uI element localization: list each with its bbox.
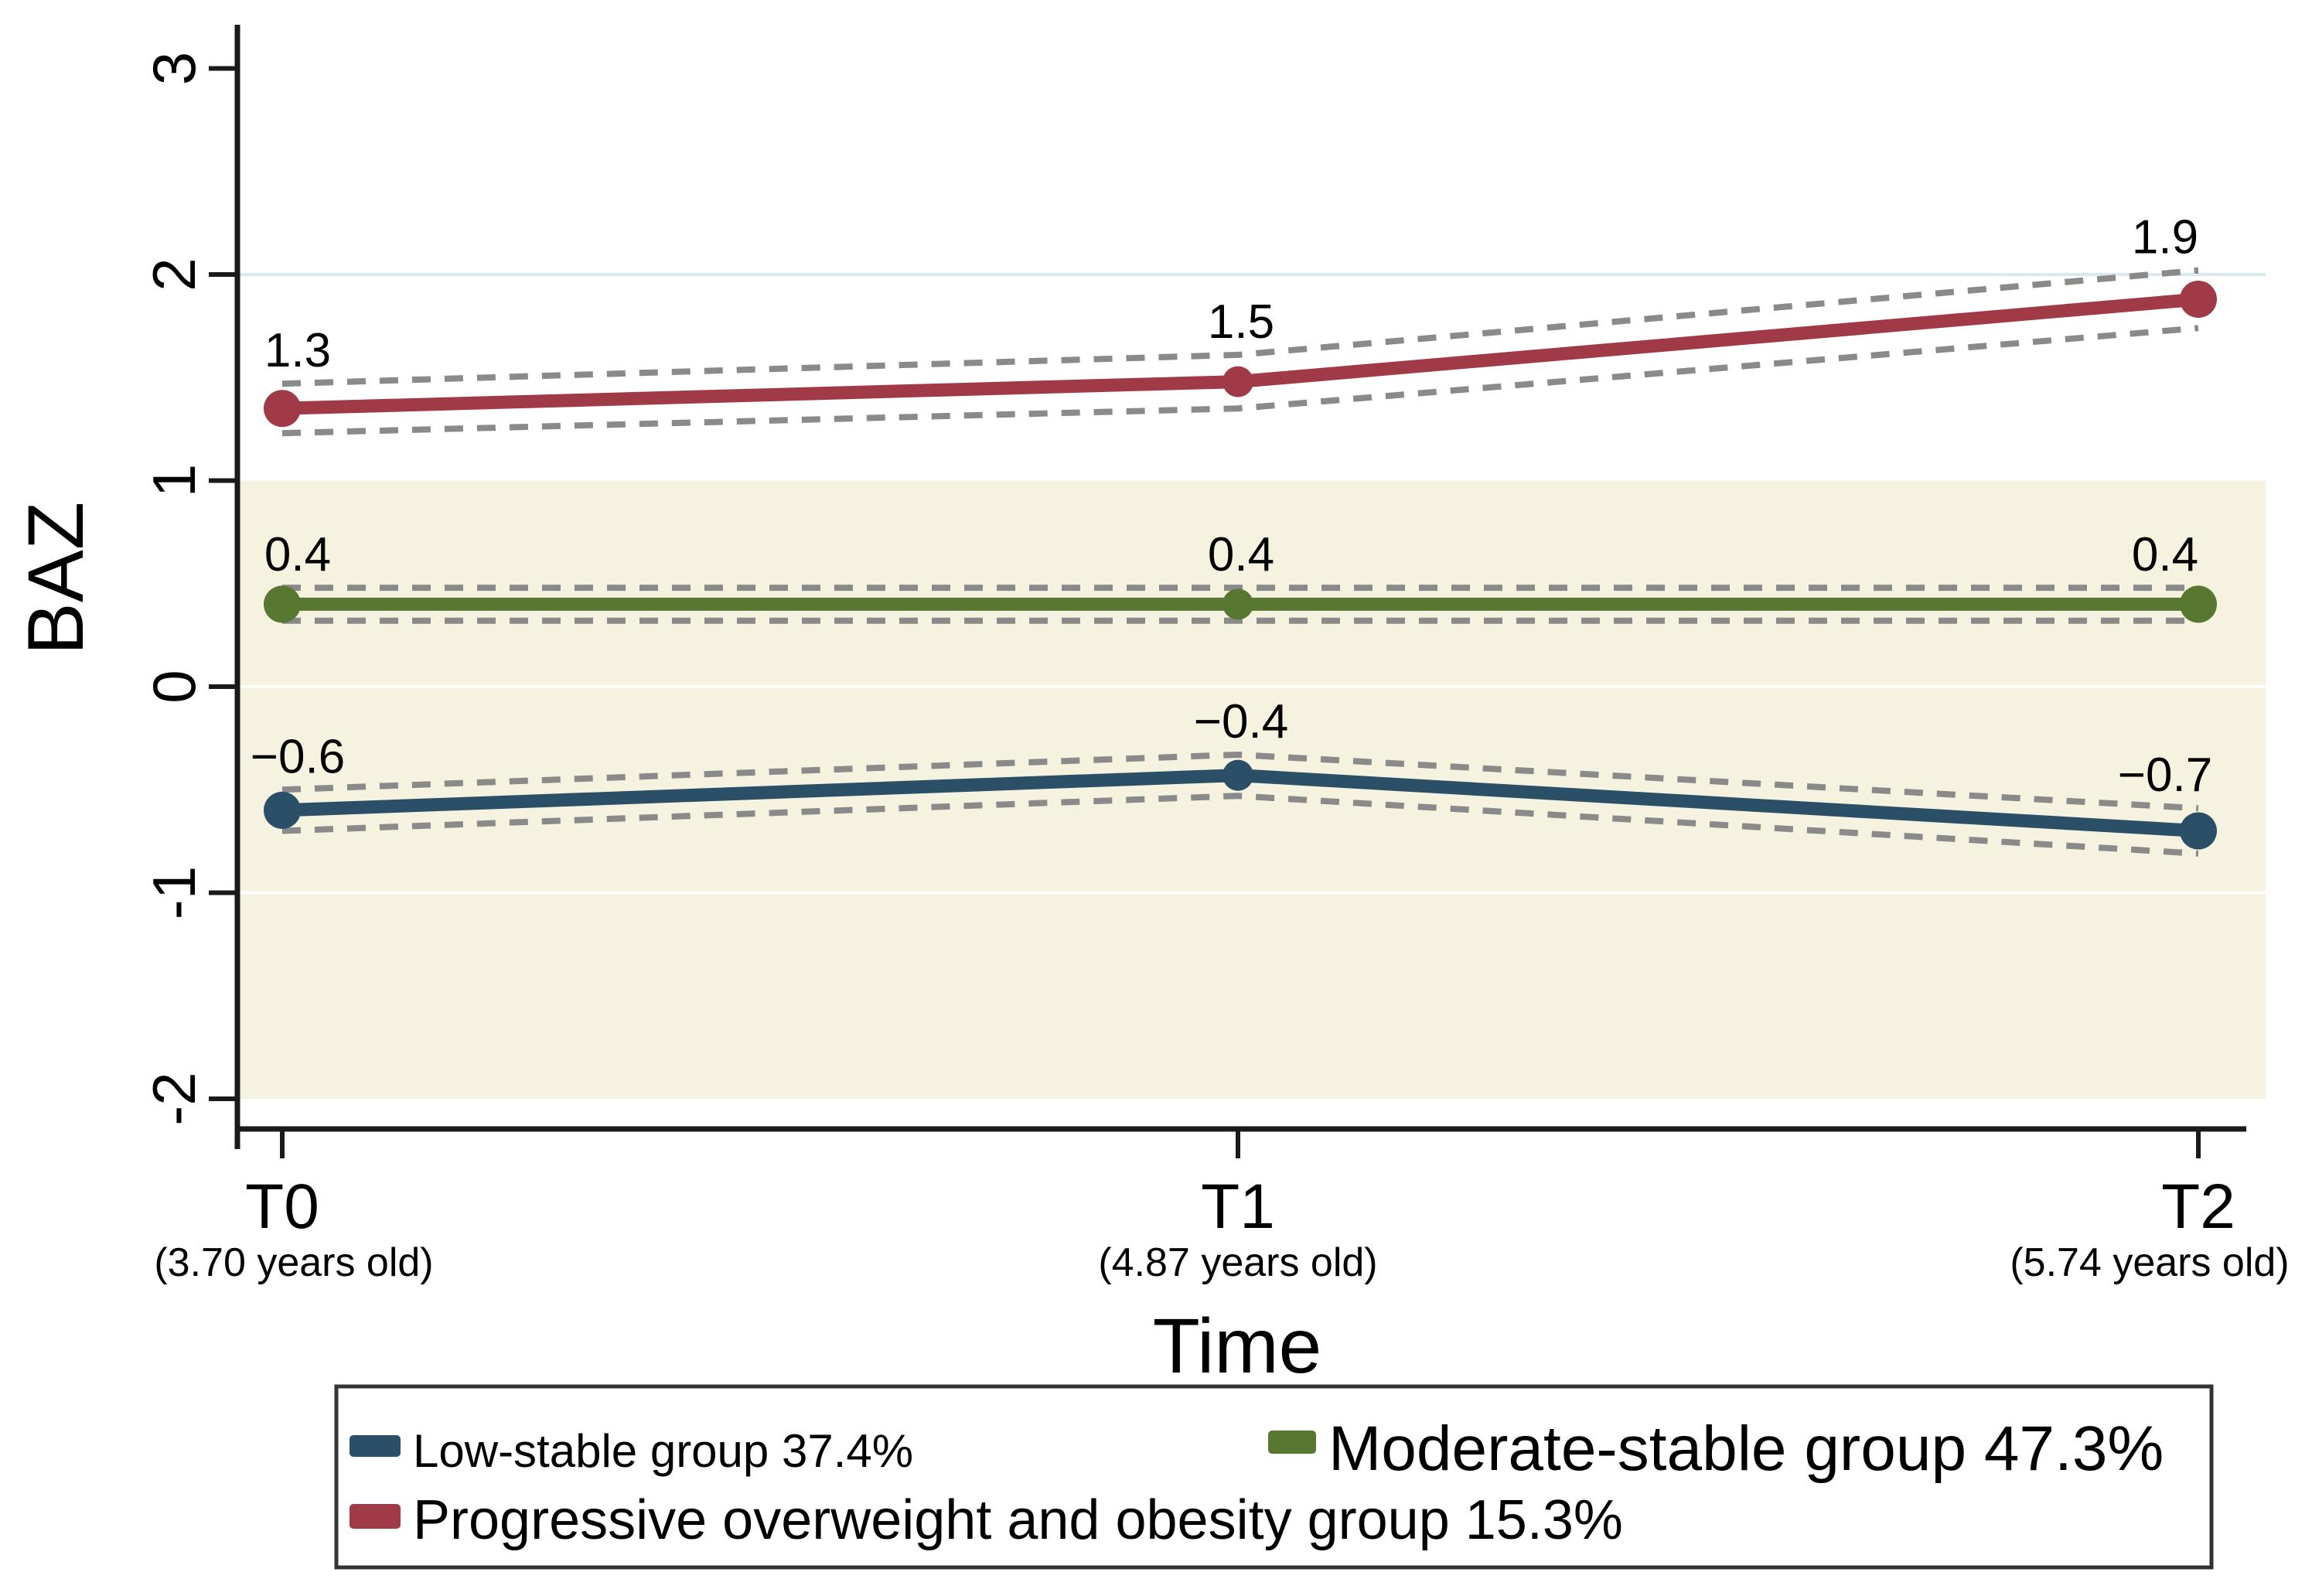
point-marker-progressive-T0 [264,390,301,428]
legend: Low-stable group 37.4% Moderate-stable gr… [334,1384,2214,1570]
point-marker-progressive-T1 [1222,366,1253,397]
y-tick-label-3: 3 [140,52,208,85]
gridline-layer [237,273,2266,895]
point-marker-lowstable-T1 [1222,759,1253,791]
ci-upper-progressive [281,267,2199,387]
x-tick-label-T2: T2 [2161,1171,2235,1242]
legend-label-moderatestable: Moderate-stable group 47.3% [1328,1414,2164,1484]
legend-swatch-moderatestable [1268,1431,1316,1454]
axes-layer: 3 2 1 0 -1 -2 T0(3.70 years old) T1(4.87 years … [140,25,2290,1285]
ci-lower-lowstable [281,793,2199,857]
x-tick-label-T1: T1 [1201,1171,1275,1242]
normal-baz-reference-band [237,480,2266,1099]
legend-label-lowstable: Low-stable group 37.4% [413,1425,913,1477]
point-marker-moderatestable-T2 [2180,585,2217,623]
x-tick-sublabel-T0: (3.70 years old) [154,1240,433,1285]
x-tick-label-T0: T0 [245,1171,319,1242]
point-label-progressive-T0: 1.3 [264,324,331,377]
reference-band-layer [237,480,2266,1099]
point-label-moderatestable-T1: 0.4 [1208,528,1274,581]
ci-upper-lowstable [281,751,2199,812]
point-label-progressive-T2: 1.9 [2132,211,2198,264]
point-marker-moderatestable-T1 [1222,588,1253,620]
legend-label-progressive: Progressive overweight and obesity group… [413,1489,1623,1551]
point-label-lowstable-T1: −0.4 [1194,695,1288,749]
point-marker-progressive-T2 [2180,280,2217,318]
point-labels-layer: −0.6 −0.4 −0.7 0.4 0.4 0.4 1.3 1.5 1.9 [251,211,2212,803]
point-label-moderatestable-T2: 0.4 [2132,528,2198,581]
x-tick-sublabel-T1: (4.87 years old) [1098,1240,1377,1285]
point-marker-moderatestable-T0 [264,585,301,623]
y-tick-label-0: 0 [140,670,208,703]
y-axis-title: BAZ [12,502,100,655]
y-tick-label-1: 1 [140,464,208,497]
point-label-lowstable-T0: −0.6 [251,730,345,783]
point-marker-lowstable-T0 [264,791,301,829]
ci-lower-progressive [281,325,2199,437]
legend-swatch-progressive [350,1504,401,1529]
point-marker-lowstable-T2 [2180,812,2217,850]
series-layer [264,267,2217,857]
x-tick-sublabel-T2: (5.74 years old) [2010,1240,2289,1285]
x-axis-title: Time [1153,1303,1322,1390]
y-tick-label-2: 2 [140,257,208,291]
point-label-lowstable-T2: −0.7 [2118,749,2212,802]
legend-box [334,1384,2214,1570]
point-label-progressive-T1: 1.5 [1208,295,1274,349]
point-label-moderatestable-T0: 0.4 [264,528,331,581]
y-tick-label--2: -2 [140,1072,208,1125]
legend-swatch-lowstable [350,1435,401,1457]
y-tick-label--1: -1 [140,866,208,919]
